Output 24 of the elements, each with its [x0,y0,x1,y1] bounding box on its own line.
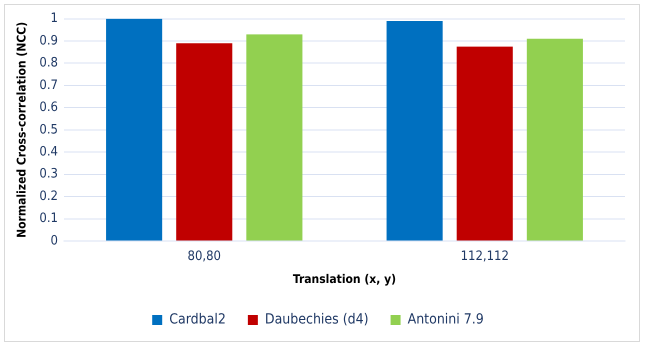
bar [386,21,443,240]
y-tick-label: 0.3 [39,166,58,182]
bar [246,34,302,240]
legend-label: Antonini 7.9 [408,312,484,328]
bar [456,46,513,240]
y-tick-label: 0.2 [39,188,58,204]
y-tick-label: 0.7 [39,78,58,93]
y-axis-title: Normalized Cross-correlation (NCC) [14,22,28,238]
bar [526,38,583,240]
y-tick-label: 0.9 [39,33,58,48]
x-tick-label: 112,112 [460,249,509,264]
y-tick-label: 0.4 [39,144,58,160]
legend-label: Cardbal2 [169,312,226,328]
y-tick-label: 0.1 [39,211,58,226]
y-tick-label: 0.8 [39,56,58,71]
y-tick-label: 0 [50,233,58,248]
bar [106,18,162,240]
y-tick-label: 0.6 [39,100,58,116]
x-tick-label: 80,80 [188,249,221,264]
y-tick-label: 1 [50,11,58,26]
legend-label: Daubechies (d4) [264,312,369,328]
y-tick-label: 0.5 [39,122,58,138]
x-axis-title: Translation (x, y) [292,272,396,286]
bar [176,43,232,240]
